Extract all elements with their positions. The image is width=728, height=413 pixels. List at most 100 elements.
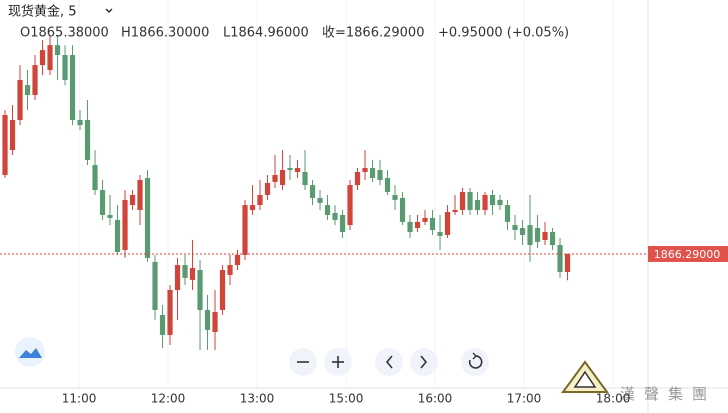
candle-body: [32, 65, 38, 96]
ohlc-open: O1865.38000: [20, 26, 109, 41]
candle-body: [234, 254, 241, 266]
candle-body: [384, 177, 391, 193]
watermark-logo-inner: [573, 370, 597, 388]
candle-body: [129, 194, 136, 206]
candle-body: [467, 192, 473, 211]
logo-button[interactable]: [15, 337, 45, 367]
candle-body: [422, 217, 428, 222]
candle-body: [189, 268, 196, 280]
candle-body: [227, 265, 233, 275]
candle-body: [474, 199, 481, 211]
ohlc-close: 收=1866.29000: [322, 26, 424, 41]
watermark: 漢聲集團: [561, 360, 707, 403]
candle-body: [159, 314, 166, 335]
candle-body: [519, 228, 526, 235]
candles: [0, 35, 648, 350]
candle-body: [324, 205, 331, 215]
candle-body: [369, 168, 376, 178]
candle-body: [272, 174, 278, 182]
candle-body: [414, 221, 421, 229]
ohlc-high: H1866.30000: [121, 26, 209, 41]
candle-body: [99, 190, 106, 215]
scroll-right[interactable]: [410, 348, 438, 376]
candle-body: [122, 199, 128, 251]
candle-body: [242, 205, 248, 255]
candle-body: [167, 289, 173, 335]
candle-body: [302, 172, 308, 186]
candle-body: [482, 194, 488, 211]
candle-body: [339, 214, 346, 232]
candle-body: [212, 311, 218, 332]
candle-body: [279, 170, 286, 186]
candle-body: [377, 170, 383, 180]
candle-body: [332, 212, 338, 220]
candle-body: [197, 269, 203, 310]
candle-body: [144, 177, 151, 258]
zoom-in[interactable]: [324, 348, 352, 376]
candle-body: [399, 197, 406, 222]
grid: [78, 0, 614, 388]
candle-body: [527, 225, 533, 246]
candle-body: [264, 182, 271, 195]
candle-body: [114, 219, 121, 252]
candle-body: [452, 210, 458, 212]
candle-body: [84, 119, 91, 160]
x-tick-label: 12:00: [151, 392, 186, 406]
candle-body: [294, 168, 301, 173]
candle-body: [92, 165, 98, 191]
candle-body: [347, 185, 353, 226]
x-tick-label: 15:00: [329, 392, 364, 406]
candle-body: [182, 265, 188, 278]
candle-body: [549, 231, 556, 246]
candle-body: [204, 309, 211, 330]
symbol[interactable]: 现货黄金, 5: [8, 4, 77, 20]
candle-body: [504, 205, 511, 222]
candle-body: [489, 194, 496, 206]
reset[interactable]: [461, 348, 489, 376]
candle-body: [542, 231, 548, 240]
candle-body: [257, 194, 263, 206]
candle-body: [39, 50, 46, 66]
candle-body: [534, 228, 541, 242]
candle-body: [137, 179, 143, 211]
candle-body: [497, 199, 503, 206]
candle-body: [459, 192, 466, 211]
candle-body: [47, 45, 53, 71]
x-tick-label: 17:00: [507, 392, 542, 406]
ohlc-change: +0.95000 (+0.05%): [438, 26, 569, 41]
candle-body: [62, 55, 68, 80]
candle-body: [107, 214, 113, 218]
last-price-box: [648, 245, 728, 262]
candle-body: [392, 194, 398, 200]
candle-body: [219, 269, 226, 310]
candle-body: [444, 211, 451, 235]
candle-body: [407, 221, 413, 232]
x-tick-label: 18:00: [596, 392, 631, 406]
candle-body: [54, 45, 61, 56]
candle-body: [437, 231, 443, 236]
logo-bg: [15, 337, 45, 367]
candle-body: [354, 172, 361, 186]
scroll-left[interactable]: [375, 348, 403, 376]
candle-body: [557, 245, 563, 272]
candle-body: [17, 79, 23, 120]
candle-body: [429, 217, 436, 231]
candle-body: [287, 168, 293, 171]
x-tick-label: 13:00: [240, 392, 275, 406]
candle-body: [564, 253, 571, 272]
candle-body: [512, 225, 518, 231]
candle-body: [2, 115, 8, 175]
candle-body: [24, 85, 31, 96]
ohlc-low: L1864.96000: [223, 26, 309, 41]
candle-body: [69, 55, 76, 120]
candle-body: [9, 119, 16, 151]
interval-chevron[interactable]: [105, 8, 113, 13]
candle-body: [77, 119, 83, 126]
candle-body: [249, 205, 256, 211]
candle-body: [309, 185, 316, 198]
zoom-out[interactable]: [289, 348, 317, 376]
last-price-label: 1866.29000: [654, 248, 720, 261]
logo-icon: [19, 348, 42, 358]
